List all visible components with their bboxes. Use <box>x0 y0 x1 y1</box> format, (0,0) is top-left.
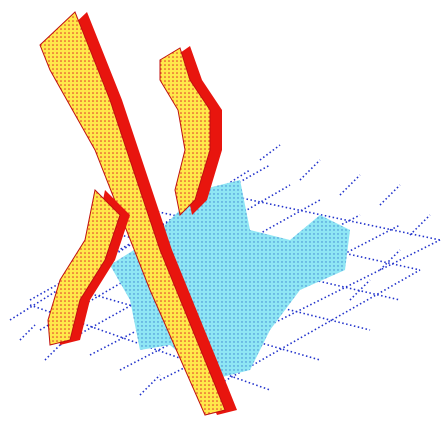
left-leg <box>47 188 121 346</box>
main-stroke <box>39 11 226 416</box>
aleph-letter <box>39 11 237 416</box>
right-arm <box>159 47 211 217</box>
